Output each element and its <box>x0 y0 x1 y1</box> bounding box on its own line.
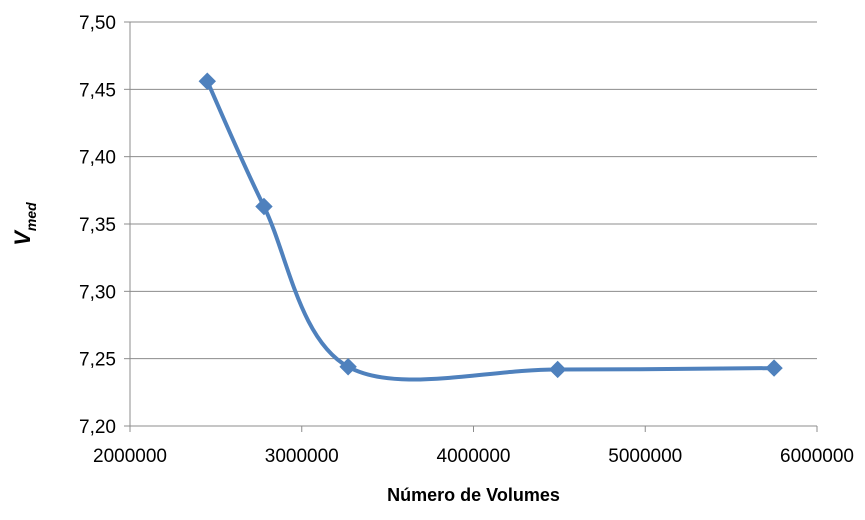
x-tick-label: 3000000 <box>265 446 339 467</box>
y-tick-label: 7,30 <box>79 282 116 303</box>
gridlines <box>130 21 817 360</box>
y-tick-label: 7,35 <box>79 215 116 236</box>
y-tick-label: 7,50 <box>79 13 116 34</box>
y-tick-label: 7,40 <box>79 148 116 169</box>
y-tick-label: 7,25 <box>79 350 116 371</box>
y-axis-ticks: 7,20 7,25 7,30 7,35 7,40 7,45 7,50 <box>79 13 130 438</box>
series-line <box>205 79 777 382</box>
y-tick-label: 7,45 <box>79 80 116 101</box>
x-tick-label: 6000000 <box>780 446 854 467</box>
x-tick-label: 4000000 <box>437 446 511 467</box>
data-point-marker <box>198 72 216 90</box>
x-tick-label: 5000000 <box>608 446 682 467</box>
data-point-marker <box>765 359 783 377</box>
y-axis-title: Vmed <box>10 202 39 246</box>
x-axis-title: Número de Volumes <box>387 485 560 505</box>
x-axis-ticks: 2000000 3000000 4000000 5000000 6000000 <box>93 426 854 467</box>
data-point-marker <box>548 360 567 379</box>
y-axis-title-subscript: med <box>23 202 39 231</box>
y-tick-label: 7,20 <box>79 417 116 438</box>
y-axis-title-main: V <box>10 229 35 246</box>
data-point-marker <box>339 358 357 376</box>
series-layer <box>198 72 783 382</box>
x-tick-label: 2000000 <box>93 446 167 467</box>
data-point-marker <box>255 197 273 216</box>
